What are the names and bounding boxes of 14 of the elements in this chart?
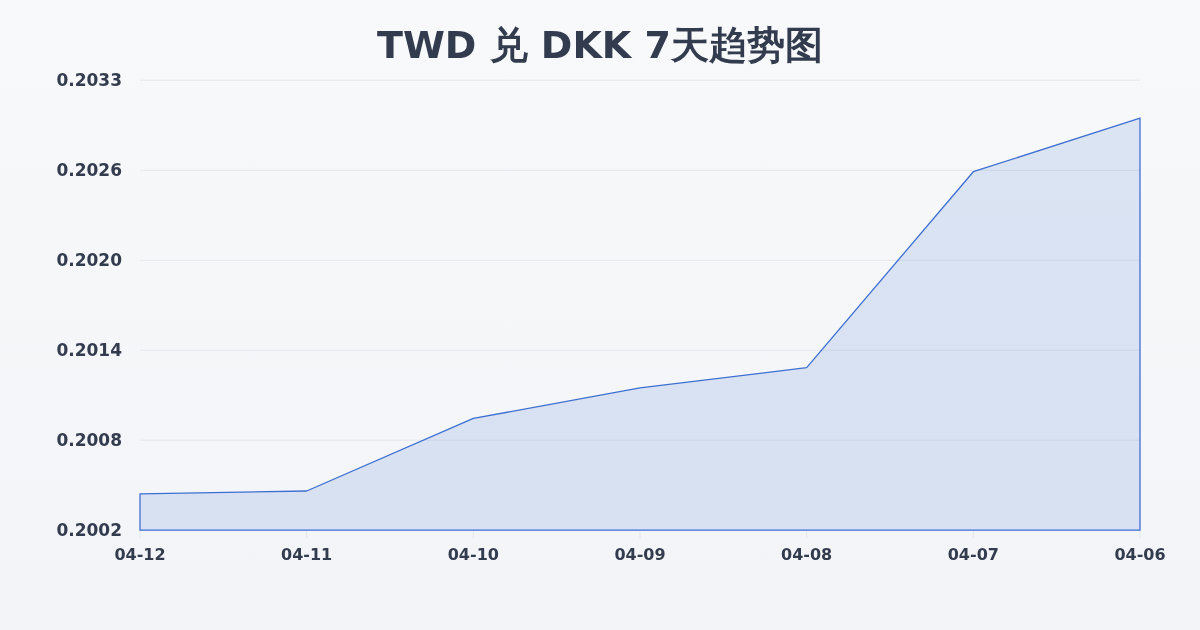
y-tick-label: 0.2026 <box>56 160 122 181</box>
x-tick-label: 04-10 <box>447 544 499 564</box>
y-tick-label: 0.2014 <box>56 340 122 361</box>
y-tick-label: 0.2020 <box>56 250 122 271</box>
x-tick-label: 04-11 <box>281 544 333 564</box>
x-tick-label: 04-12 <box>114 544 166 564</box>
title: TWD 兑 DKK 7天趋势图 <box>377 23 823 67</box>
y-tick-label: 0.2002 <box>56 520 122 541</box>
y-tick-label: 0.2008 <box>56 430 122 451</box>
y-tick-label: 0.2033 <box>56 70 122 91</box>
x-tick-label: 04-06 <box>1114 544 1166 564</box>
x-tick-label: 04-08 <box>781 544 833 564</box>
x-tick-label: 04-09 <box>614 544 666 564</box>
x-tick-label: 04-07 <box>947 544 999 564</box>
